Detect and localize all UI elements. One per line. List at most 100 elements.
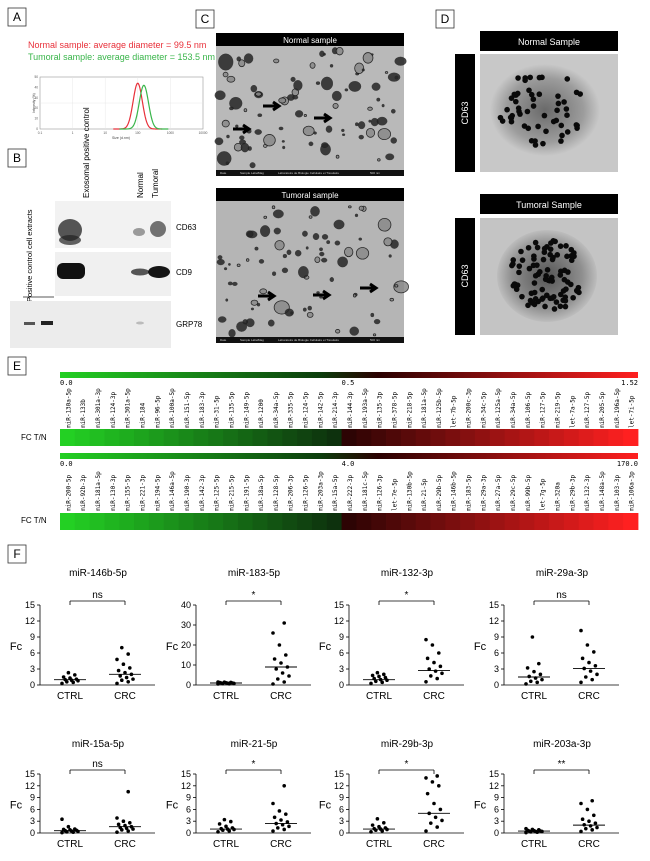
data-point [121,819,126,823]
y-tick-label: 15 [25,769,35,779]
dls-x-tick: 1000 [167,131,174,135]
gold-particle [516,263,523,269]
gold-particle [562,303,569,310]
gold-particle [510,282,517,289]
heatmap-cell [489,429,506,446]
data-point [369,681,373,686]
vesicle [282,253,288,259]
data-point [287,674,291,678]
heatmap-cell [134,429,150,446]
data-point [587,819,591,823]
vesicle [263,215,268,219]
data-point [579,628,583,633]
data-point [585,807,590,812]
dls-y-tick: 50 [34,75,38,79]
gold-particle [553,299,560,305]
heatmap-cell [371,429,387,446]
vesicle [334,240,341,246]
panel-e-label: E [13,359,21,373]
vesicle [243,53,254,64]
data-point [285,820,290,824]
gold-particle [509,112,516,119]
data-point [276,826,280,830]
vesicle [272,209,284,219]
tem-footer-item: Mag [258,171,264,175]
mirna-label: miR-214-3p [332,391,339,428]
data-point [427,667,432,671]
vesicle [354,213,359,218]
data-point [66,824,71,829]
data-point [579,680,583,685]
tem-footer-item: Date [220,171,227,175]
vesicle [319,251,325,257]
dot-plot-title: miR-183-5p [228,568,281,579]
dls-y-tick: 10 [34,117,38,121]
data-point [120,678,124,682]
data-point [282,784,287,788]
vesicle [312,233,320,240]
y-tick-label: 6 [30,804,35,814]
panel-e-heatmap: 0.0 0.5 1.52 miR-130a-5p miR-133b miR-301a… [21,372,639,530]
dls-y-tick: 40 [34,85,38,89]
vesicle [214,90,226,101]
vesicle [331,90,342,102]
mirna-label: miR-301a-5p [125,388,132,428]
x-category-label: CRC [578,691,600,702]
vesicle [352,293,357,298]
y-tick-label: 6 [494,648,499,658]
heatmap-cell [415,429,431,446]
vesicle [394,284,399,288]
band-cd9-exosomal [57,263,85,279]
significance-label: * [405,759,409,770]
y-tick-label: 0 [339,680,344,690]
mirna-label: miR-34a-5p [273,391,280,428]
data-point [437,784,441,788]
vesicle [250,85,258,93]
tem-normal-arrow-3 [314,112,333,124]
normal-diameter-text: Normal sample: average diameter = 99.5 n… [28,40,206,50]
mirna-label: let-7g-5p [540,478,547,511]
tem-footer-item: Date [220,338,227,342]
mirna-label: miR-181a-5p [95,471,102,511]
heatmap-cell [549,513,565,530]
data-point [284,812,288,816]
vesicle [321,234,329,240]
vesicle [217,255,223,260]
tem-tumoral-arrow-3 [360,282,379,294]
vesicle [302,125,315,137]
vesicle [250,299,259,306]
gold-particle [561,276,568,283]
mirna-label: miR-125-5p [214,474,221,511]
heatmap-cell [623,513,639,530]
data-point [282,621,287,625]
mirna-label: miR-27a-5p [495,474,502,511]
tem-normal-footer [216,170,404,176]
band-grp78-normal [136,321,144,325]
gold-particle [532,142,539,148]
y-tick-label: 10 [181,660,191,670]
y-tick-label: 40 [181,600,191,610]
vesicle [226,134,230,139]
mirna-label: miR-130b-5p [406,471,413,511]
data-point [524,826,528,831]
gold-particle [550,238,557,244]
mirna-label: miR-29b-3p [569,474,576,511]
y-tick-label: 3 [186,816,191,826]
heatmap-cell [148,513,165,530]
mirna-label: miR-190-3p [184,474,191,511]
mirna-label: miR-15a-5p [332,474,339,511]
heatmap-cell [252,513,268,530]
mirna-label: miR-181a-5p [421,388,428,428]
heatmap-cell [193,513,209,530]
vesicle [388,254,392,258]
vesicle [229,106,234,111]
x-category-label: CTRL [57,839,84,850]
mirna-label: miR-200-5p [65,474,72,511]
panel-labels: A B C D E F [7,7,455,564]
data-point [118,825,122,830]
gold-particle [568,257,575,264]
gold-particle [525,125,532,132]
heatmap-cell [534,513,550,530]
gold-particle [550,254,556,261]
vesicle [355,122,359,127]
